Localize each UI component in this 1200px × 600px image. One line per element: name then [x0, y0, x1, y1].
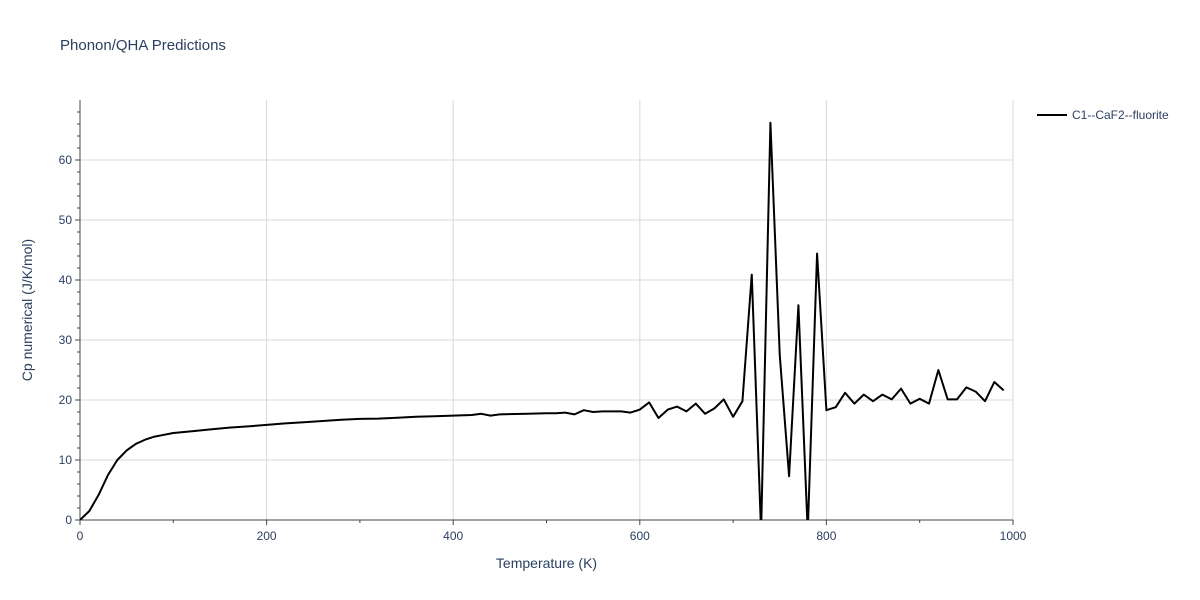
y-tick-label: 60 [59, 153, 73, 167]
x-axis-ticks: 0 200 400 600 800 1000 [77, 520, 1027, 543]
x-tick-label: 800 [816, 529, 836, 543]
y-tick-label: 40 [59, 273, 73, 287]
legend-label: C1--CaF2--fluorite [1072, 108, 1169, 122]
x-tick-label: 400 [443, 529, 463, 543]
x-tick-label: 1000 [1000, 529, 1027, 543]
y-axis-title: Cp numerical (J/K/mol) [19, 239, 35, 381]
chart-title: Phonon/QHA Predictions [60, 37, 226, 54]
y-tick-label: 50 [59, 213, 73, 227]
series-line [80, 121, 1005, 520]
y-tick-label: 30 [59, 333, 73, 347]
y-tick-label: 10 [59, 453, 73, 467]
x-tick-label: 0 [77, 529, 84, 543]
grid [80, 100, 1014, 520]
x-tick-label: 600 [630, 529, 650, 543]
y-axis-ticks: 0 10 20 30 40 50 60 [59, 111, 80, 527]
axes [79, 100, 1013, 521]
legend[interactable]: C1--CaF2--fluorite [1037, 108, 1169, 122]
x-axis-title: Temperature (K) [496, 555, 597, 571]
series-group [80, 121, 1005, 520]
y-tick-label: 0 [65, 513, 72, 527]
x-tick-label: 200 [257, 529, 277, 543]
y-tick-label: 20 [59, 393, 73, 407]
